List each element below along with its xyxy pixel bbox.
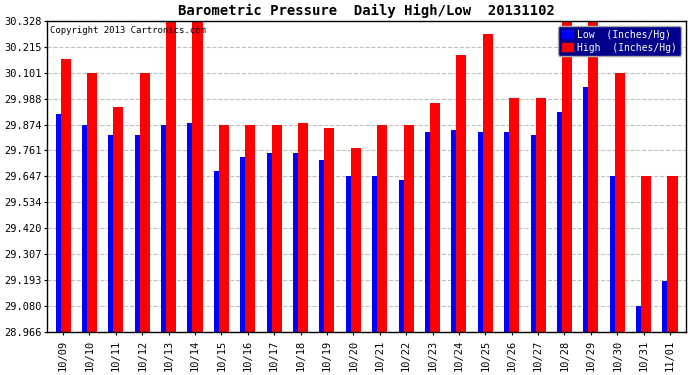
Bar bbox=[214, 171, 224, 332]
Bar bbox=[531, 135, 540, 332]
Bar bbox=[456, 55, 466, 332]
Bar bbox=[82, 126, 92, 332]
Bar bbox=[161, 126, 171, 332]
Bar bbox=[583, 87, 593, 332]
Bar bbox=[557, 112, 567, 332]
Bar bbox=[61, 59, 70, 332]
Bar bbox=[266, 153, 277, 332]
Legend: Low  (Inches/Hg), High  (Inches/Hg): Low (Inches/Hg), High (Inches/Hg) bbox=[558, 26, 681, 56]
Bar bbox=[662, 281, 673, 332]
Bar bbox=[504, 132, 514, 332]
Bar bbox=[346, 176, 356, 332]
Bar bbox=[430, 103, 440, 332]
Bar bbox=[451, 130, 462, 332]
Bar bbox=[477, 132, 488, 332]
Bar bbox=[108, 135, 119, 332]
Bar bbox=[399, 180, 408, 332]
Bar bbox=[377, 126, 387, 332]
Bar bbox=[87, 73, 97, 332]
Bar bbox=[272, 126, 282, 332]
Bar bbox=[298, 123, 308, 332]
Bar bbox=[509, 98, 519, 332]
Bar bbox=[193, 20, 203, 332]
Bar bbox=[610, 176, 620, 332]
Title: Barometric Pressure  Daily High/Low  20131102: Barometric Pressure Daily High/Low 20131… bbox=[178, 4, 555, 18]
Text: Copyright 2013 Cartronics.com: Copyright 2013 Cartronics.com bbox=[50, 26, 206, 34]
Bar bbox=[667, 176, 678, 332]
Bar bbox=[372, 176, 382, 332]
Bar bbox=[615, 73, 624, 332]
Bar bbox=[293, 153, 303, 332]
Bar bbox=[245, 126, 255, 332]
Bar bbox=[135, 135, 145, 332]
Bar bbox=[55, 114, 66, 332]
Bar bbox=[425, 132, 435, 332]
Bar bbox=[324, 128, 335, 332]
Bar bbox=[166, 20, 176, 332]
Bar bbox=[535, 98, 546, 332]
Bar bbox=[219, 126, 229, 332]
Bar bbox=[404, 126, 413, 332]
Bar bbox=[240, 158, 250, 332]
Bar bbox=[483, 34, 493, 332]
Bar bbox=[188, 123, 197, 332]
Bar bbox=[562, 20, 572, 332]
Bar bbox=[319, 160, 329, 332]
Bar bbox=[641, 176, 651, 332]
Bar bbox=[589, 20, 598, 332]
Bar bbox=[113, 107, 124, 332]
Bar bbox=[636, 306, 646, 332]
Bar bbox=[139, 73, 150, 332]
Bar bbox=[351, 148, 361, 332]
